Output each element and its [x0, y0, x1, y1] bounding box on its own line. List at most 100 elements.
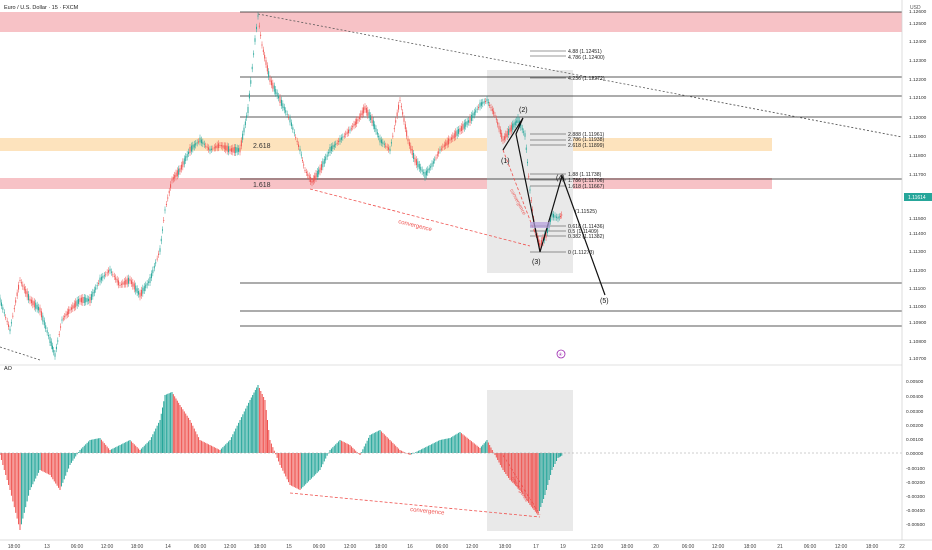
- price-tick: 1.10900: [909, 320, 927, 326]
- candle-body: [213, 147, 215, 149]
- ao-bar: [319, 453, 321, 470]
- candle-body: [222, 145, 224, 148]
- candle-body: [494, 115, 496, 116]
- candle-body: [556, 216, 557, 218]
- ao-bar: [426, 446, 428, 453]
- convergence-short-line-price[interactable]: [502, 149, 541, 247]
- ao-bar: [342, 441, 344, 453]
- indicator-label[interactable]: AO: [4, 366, 13, 372]
- ao-bar: [15, 453, 17, 513]
- candle-body: [80, 297, 82, 303]
- candle-body: [230, 148, 232, 152]
- ao-bar: [382, 432, 384, 453]
- candle-body: [296, 140, 298, 143]
- ao-bar: [110, 449, 112, 453]
- ao-bar: [285, 453, 287, 477]
- ao-bar: [260, 391, 262, 453]
- trendline-left[interactable]: [0, 346, 41, 361]
- zone-label-1618: 1.618: [253, 182, 271, 189]
- ao-bar: [533, 453, 535, 510]
- candle-body: [424, 172, 426, 178]
- elliott-wave-path[interactable]: [502, 117, 606, 296]
- time-tick: 18:00: [131, 544, 144, 550]
- candle-body: [195, 143, 197, 146]
- candle-body: [392, 135, 394, 137]
- candle-body: [146, 283, 148, 286]
- candle-body: [235, 147, 237, 153]
- ao-bar: [350, 446, 352, 453]
- candle-body: [42, 315, 44, 322]
- ao-bar: [389, 440, 391, 453]
- ao-bar: [174, 396, 176, 453]
- candle-body: [58, 334, 60, 335]
- fib-label: 2.786 (1.11938): [568, 137, 605, 143]
- ao-bar: [468, 438, 470, 453]
- candle-body: [189, 147, 191, 153]
- candle-body: [122, 282, 124, 285]
- ao-bar: [422, 448, 424, 453]
- fib-label: 4.88 (1.12451): [568, 49, 602, 55]
- ao-bar: [348, 444, 350, 453]
- candle-body: [270, 80, 272, 86]
- candle-body: [8, 324, 10, 327]
- ao-bar: [412, 453, 414, 454]
- ao-bar: [240, 417, 242, 453]
- candle-body: [448, 138, 450, 145]
- trendline-descending[interactable]: [257, 13, 903, 138]
- ao-bar: [158, 422, 160, 453]
- convergence-line-ao[interactable]: [289, 492, 541, 518]
- ao-bar: [65, 453, 67, 476]
- ao-bar: [108, 448, 110, 453]
- ao-bar: [264, 400, 266, 453]
- candle-body: [220, 145, 222, 147]
- candle-body: [36, 304, 38, 310]
- ao-bar: [466, 437, 468, 453]
- ao-bar: [83, 445, 85, 453]
- ao-bar: [32, 453, 34, 485]
- ao-bar: [20, 453, 22, 525]
- ao-bar: [150, 437, 152, 453]
- ao-bar: [82, 447, 84, 453]
- time-tick: 12:00: [224, 544, 237, 550]
- candle-body: [216, 144, 218, 149]
- time-tick: 06:00: [71, 544, 84, 550]
- symbol-title[interactable]: Euro / U.S. Dollar · 15 · FXCM: [4, 5, 79, 11]
- fib-label: 0 (1.11273): [568, 250, 594, 256]
- ao-bar: [460, 433, 462, 453]
- candle-body: [229, 148, 231, 152]
- wave-target-box[interactable]: [530, 222, 550, 228]
- ao-bar: [473, 443, 475, 453]
- ao-bar: [543, 453, 545, 499]
- ao-bar: [45, 453, 47, 473]
- candle-body: [404, 124, 406, 130]
- ao-bar: [410, 453, 412, 455]
- current-price-badge[interactable]: [904, 193, 932, 201]
- convergence-line-price[interactable]: [309, 188, 531, 247]
- ao-bar: [242, 414, 244, 453]
- ao-axis-ticks: 0.00500 0.00400 0.00300 0.00200 0.00100 0.000…: [906, 379, 925, 528]
- candle-body: [372, 120, 374, 127]
- ao-bar: [513, 453, 515, 485]
- ao-bar: [272, 447, 274, 453]
- ao-bar: [93, 439, 95, 453]
- price-tick: 1.10700: [909, 356, 927, 362]
- candle-body: [2, 307, 4, 310]
- candle-body: [205, 145, 207, 147]
- event-marker-icon[interactable]: [556, 349, 566, 359]
- selection-box-price[interactable]: [487, 70, 573, 273]
- candle-body: [435, 157, 437, 159]
- candle-body: [85, 297, 87, 303]
- ao-bar: [486, 440, 488, 453]
- ao-bar: [232, 434, 234, 453]
- candle-body: [490, 106, 492, 109]
- ao-bar: [40, 453, 42, 471]
- candle-body: [558, 216, 560, 218]
- ao-bar: [250, 397, 252, 453]
- ao-bar: [325, 453, 327, 459]
- candle-body: [83, 297, 85, 303]
- candle-body: [179, 168, 181, 172]
- candle-body: [414, 157, 416, 163]
- ao-tick: -0.00300: [906, 494, 925, 500]
- current-price-label: 1.11614: [908, 195, 926, 201]
